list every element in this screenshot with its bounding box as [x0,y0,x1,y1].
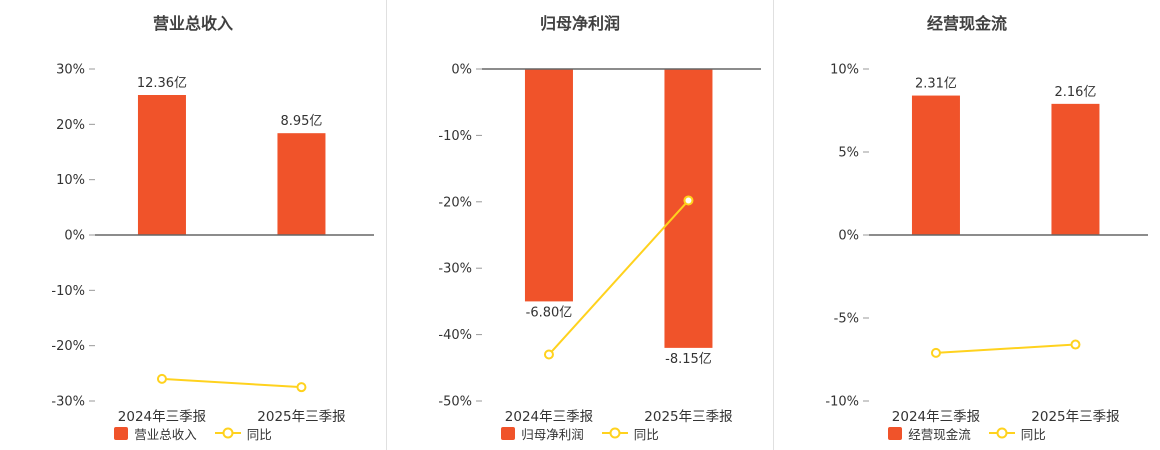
chart-title-net-profit: 归母净利润 [539,14,620,33]
svg-text:-10%: -10% [825,395,859,410]
svg-text:20%: 20% [56,118,85,133]
line-series-swatch-icon [988,427,1015,439]
svg-text:2025年三季报: 2025年三季报 [257,409,345,423]
chart-title-operating-cash-flow: 经营现金流 [926,14,1007,33]
legend-label-line-series: 同比 [1020,426,1046,442]
chart-legend-net-profit: 归母净利润 同比 [387,421,773,445]
line-series-swatch-icon [214,427,241,439]
svg-text:10%: 10% [56,173,85,188]
bar-series-swatch-icon [114,426,129,440]
legend-label-line-series: 同比 [633,426,659,442]
svg-text:-40%: -40% [438,328,472,343]
svg-text:2.31亿: 2.31亿 [915,77,957,92]
legend-label-line-series: 同比 [246,426,272,442]
svg-text:12.36亿: 12.36亿 [137,76,187,91]
svg-text:10%: 10% [830,63,859,78]
legend-item-bar-series[interactable]: 经营现金流 [888,424,971,443]
svg-text:-8.15亿: -8.15亿 [665,352,712,367]
chart-panel-total-revenue: 营业总收入 30% 20% 10% 0% -10% -20% -30% 12.36亿 8.95亿… [0,0,387,450]
legend-label-bar-series: 营业总收入 [134,426,197,442]
legend-item-line-series[interactable]: 同比 [601,424,659,443]
svg-text:-30%: -30% [438,262,472,277]
legend-label-bar-series: 归母净利润 [521,426,584,442]
svg-text:-20%: -20% [438,195,472,210]
svg-text:-20%: -20% [51,339,85,354]
svg-text:2024年三季报: 2024年三季报 [892,409,980,423]
svg-text:2025年三季报: 2025年三季报 [644,409,732,423]
svg-text:-10%: -10% [438,129,472,144]
chart-plot-total-revenue: 30% 20% 10% 0% -10% -20% -30% 12.36亿 8.95亿 2024年三… [51,63,374,423]
svg-text:2024年三季报: 2024年三季报 [505,409,593,423]
legend-item-bar-series[interactable]: 营业总收入 [114,424,197,443]
svg-text:-10%: -10% [51,284,85,299]
bar-series-swatch-icon [888,426,903,440]
chart-title-total-revenue: 营业总收入 [152,14,233,33]
svg-text:8.95亿: 8.95亿 [280,114,322,129]
svg-text:-5%: -5% [834,312,859,327]
chart-plot-operating-cash-flow: 10% 5% 0% -5% -10% 2.31亿 2.16亿 2024年三季报 2025年三季报 [825,63,1148,423]
svg-text:2024年三季报: 2024年三季报 [118,409,206,423]
chart-panel-operating-cash-flow: 经营现金流 10% 5% 0% -5% -10% 2.31亿 2.16亿 2024年三季报 20… [774,0,1160,450]
svg-text:2025年三季报: 2025年三季报 [1031,409,1119,423]
svg-text:0%: 0% [838,229,859,244]
legend-label-bar-series: 经营现金流 [908,426,971,442]
legend-item-line-series[interactable]: 同比 [988,424,1046,443]
chart-panel-net-profit: 归母净利润 0% -10% -20% -30% -40% -50% -6.80亿 -8.15亿… [387,0,774,450]
svg-text:-30%: -30% [51,395,85,410]
svg-text:-6.80亿: -6.80亿 [526,305,573,320]
legend-item-line-series[interactable]: 同比 [214,424,272,443]
svg-text:0%: 0% [451,63,472,78]
bar-series-swatch-icon [501,426,516,440]
svg-text:0%: 0% [64,229,85,244]
svg-text:2.16亿: 2.16亿 [1054,85,1096,100]
legend-item-bar-series[interactable]: 归母净利润 [501,424,584,443]
chart-legend-operating-cash-flow: 经营现金流 同比 [774,421,1160,445]
chart-plot-net-profit: 0% -10% -20% -30% -40% -50% -6.80亿 -8.15亿 2024年三… [438,63,761,423]
line-series-swatch-icon [601,427,628,439]
svg-text:30%: 30% [56,63,85,78]
svg-text:-50%: -50% [438,395,472,410]
chart-legend-total-revenue: 营业总收入 同比 [0,421,386,445]
svg-text:5%: 5% [838,146,859,161]
